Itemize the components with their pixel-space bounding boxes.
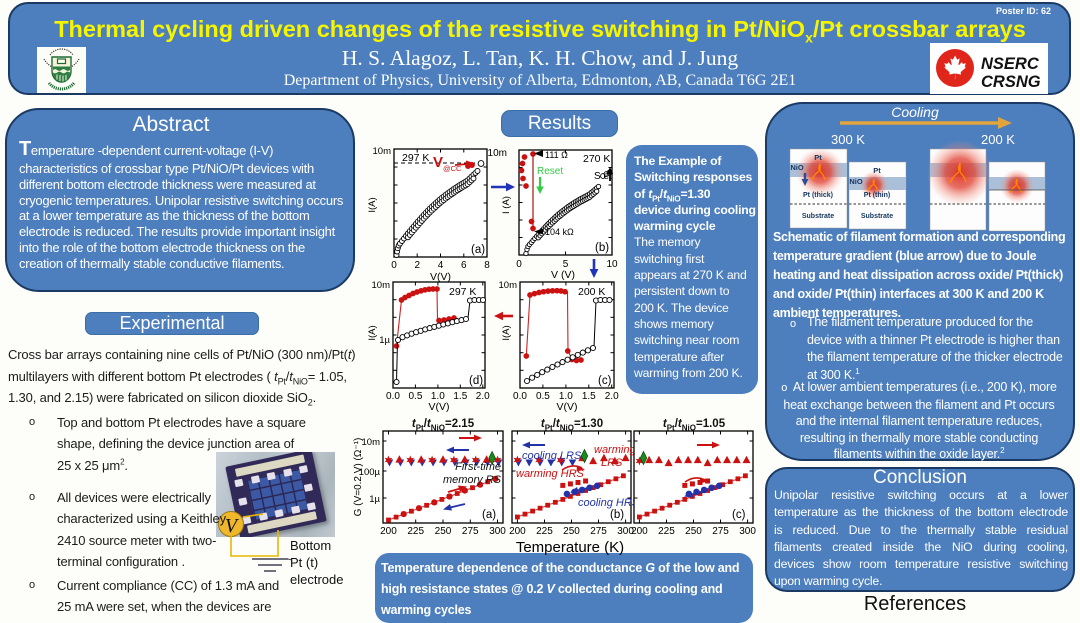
svg-text:200 K: 200 K: [578, 286, 605, 298]
svg-text:I(A): I(A): [367, 325, 378, 340]
svg-text:1.0: 1.0: [559, 391, 573, 402]
svg-text:225: 225: [407, 526, 424, 537]
svg-text:Reset: Reset: [537, 166, 563, 177]
svg-text:Pt: Pt: [814, 153, 822, 162]
svg-text:Substrate: Substrate: [861, 213, 893, 220]
svg-text:4: 4: [438, 260, 444, 271]
svg-text:200: 200: [380, 526, 397, 537]
svg-text:0.5: 0.5: [536, 391, 550, 402]
svg-text:V(V): V(V): [557, 401, 578, 413]
svg-text:I(A): I(A): [501, 325, 512, 340]
svg-text:300: 300: [617, 526, 634, 537]
svg-text:I(A): I(A): [367, 197, 378, 212]
svg-text:10m: 10m: [373, 146, 392, 157]
svg-text:2: 2: [414, 260, 420, 271]
svg-text:V(V): V(V): [430, 271, 451, 283]
svg-text:I (A): I (A): [501, 196, 512, 214]
svg-text:2.0: 2.0: [476, 391, 490, 402]
svg-text:cooling HRS: cooling HRS: [578, 497, 640, 509]
svg-text:@CC: @CC: [443, 164, 462, 173]
svg-text:Pt (thick): Pt (thick): [803, 192, 833, 199]
svg-text:NSERC: NSERC: [981, 55, 1040, 73]
svg-text:297 K: 297 K: [449, 286, 476, 298]
svg-text:1µ: 1µ: [379, 335, 390, 346]
svg-text:S et: S et: [594, 171, 612, 182]
svg-text:275: 275: [712, 526, 729, 537]
svg-text:Pt (thin): Pt (thin): [864, 192, 890, 199]
svg-text:200: 200: [631, 526, 648, 537]
svg-text:0.0: 0.0: [386, 391, 400, 402]
svg-text:V(V): V(V): [429, 401, 450, 413]
svg-text:10m: 10m: [362, 437, 381, 448]
svg-text:(a): (a): [471, 244, 485, 256]
svg-text:100µ: 100µ: [359, 467, 381, 478]
svg-text:LRS: LRS: [601, 457, 623, 469]
svg-text:Substrate: Substrate: [802, 213, 834, 220]
svg-text:0.0: 0.0: [513, 391, 527, 402]
svg-text:10m: 10m: [499, 280, 518, 291]
svg-text:111 Ω: 111 Ω: [545, 150, 568, 160]
svg-text:6: 6: [461, 260, 467, 271]
svg-text:V: V: [225, 515, 240, 537]
svg-text:250: 250: [685, 526, 702, 537]
svg-text:275: 275: [590, 526, 607, 537]
svg-text:V (V): V (V): [551, 269, 575, 281]
svg-text:warming HRS: warming HRS: [516, 468, 585, 480]
svg-text:1.5: 1.5: [582, 391, 596, 402]
svg-text:5: 5: [563, 259, 569, 270]
svg-text:First-time: First-time: [455, 461, 501, 473]
svg-text:225: 225: [658, 526, 675, 537]
svg-text:NiO: NiO: [790, 163, 804, 172]
svg-text:0: 0: [391, 260, 397, 271]
svg-text:(a): (a): [482, 509, 496, 521]
svg-text:(d): (d): [469, 375, 483, 387]
svg-text:0: 0: [516, 259, 522, 270]
svg-text:8: 8: [484, 260, 490, 271]
svg-text:225: 225: [536, 526, 553, 537]
svg-text:300: 300: [489, 526, 506, 537]
svg-text:10: 10: [606, 259, 618, 270]
svg-text:270 K: 270 K: [583, 153, 610, 165]
svg-text:275: 275: [462, 526, 479, 537]
svg-text:cooling LRS: cooling LRS: [522, 450, 582, 462]
svg-text:(c): (c): [732, 509, 746, 521]
svg-text:250: 250: [435, 526, 452, 537]
svg-text:memory RS: memory RS: [443, 474, 502, 486]
svg-text:1µ: 1µ: [369, 494, 380, 505]
svg-text:250: 250: [563, 526, 580, 537]
svg-text:297 K: 297 K: [402, 152, 429, 164]
svg-text:CRSNG: CRSNG: [981, 73, 1041, 91]
svg-text:10m: 10m: [372, 280, 391, 291]
svg-text:(b): (b): [610, 509, 624, 521]
svg-text:2.0: 2.0: [605, 391, 619, 402]
svg-text:200: 200: [509, 526, 526, 537]
svg-text:10m: 10m: [488, 148, 507, 159]
svg-text:NiO: NiO: [849, 177, 863, 186]
svg-text:0.5: 0.5: [408, 391, 422, 402]
svg-text:V: V: [433, 154, 443, 171]
svg-text:Pt: Pt: [873, 166, 881, 175]
svg-text:Temperature (K): Temperature (K): [516, 539, 624, 556]
svg-text:104 kΩ: 104 kΩ: [545, 227, 574, 237]
svg-text:1.0: 1.0: [431, 391, 445, 402]
svg-text:G (V=0.2 V) (Ω⁻¹): G (V=0.2 V) (Ω⁻¹): [353, 438, 364, 517]
svg-text:300: 300: [739, 526, 756, 537]
svg-text:1.5: 1.5: [453, 391, 467, 402]
svg-text:warming: warming: [594, 444, 636, 456]
svg-text:(b): (b): [595, 242, 609, 254]
svg-text:(c): (c): [598, 375, 612, 387]
